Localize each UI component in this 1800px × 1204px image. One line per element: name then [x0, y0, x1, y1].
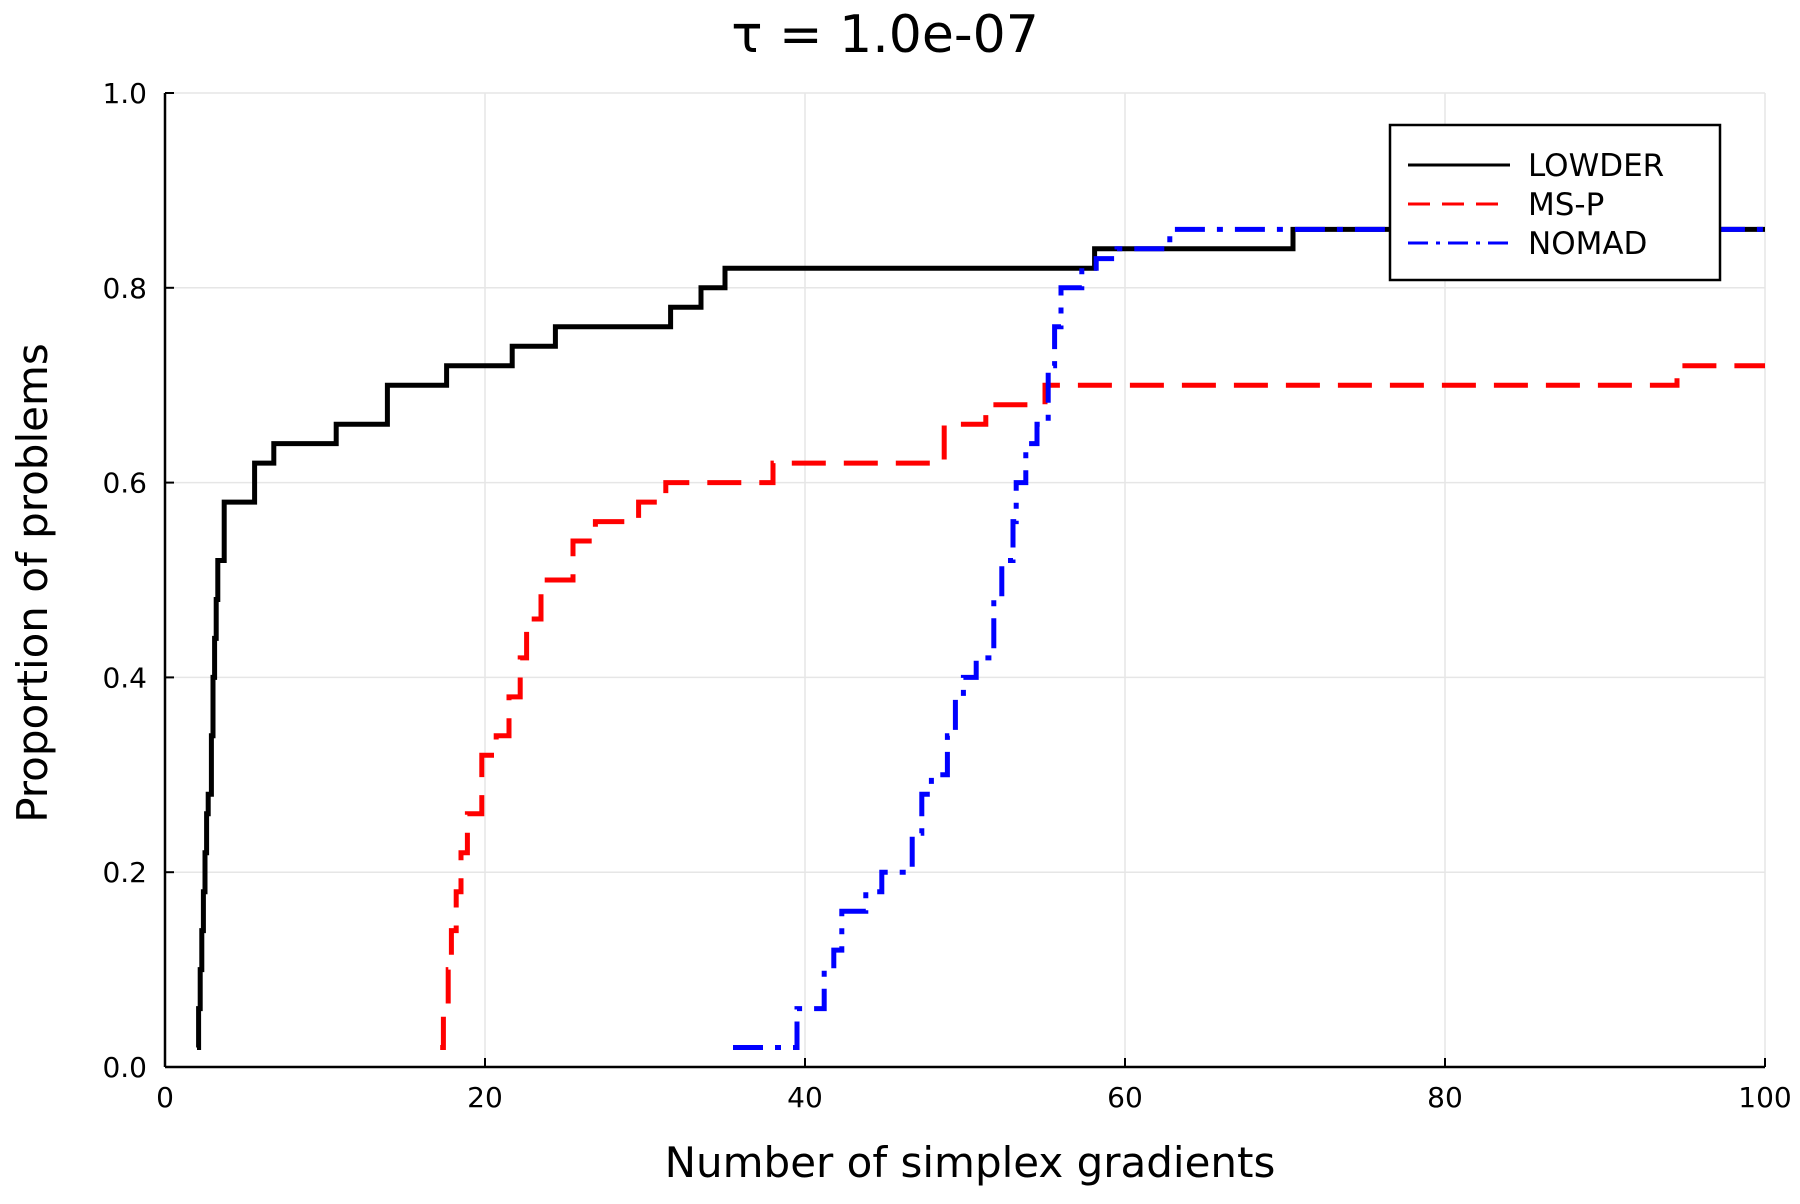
- y-tick-label: 0.6: [102, 467, 147, 500]
- y-axis-title: Proportion of problems: [8, 343, 57, 823]
- chart-title: τ = 1.0e-07: [731, 5, 1039, 65]
- series-lines: [196, 226, 1765, 1050]
- x-tick-label: 0: [156, 1081, 174, 1114]
- axes: 0 20 40 60 80 100 0.0 0.2 0.4 0.6 0.8 1.0: [102, 77, 1791, 1114]
- x-tick-label: 80: [1427, 1081, 1463, 1114]
- legend-label-nomad: NOMAD: [1528, 226, 1647, 262]
- y-tick-label: 1.0: [102, 77, 147, 110]
- x-tick-label: 60: [1107, 1081, 1143, 1114]
- x-axis-title: Number of simplex gradients: [665, 1138, 1276, 1187]
- x-tick-label: 20: [467, 1081, 503, 1114]
- y-tick-label: 0.2: [102, 856, 147, 889]
- series-line-ms-p: [440, 363, 1765, 1050]
- y-tick-label: 0.4: [102, 661, 147, 694]
- x-tick-label: 40: [787, 1081, 823, 1114]
- grid: [165, 92, 1766, 1067]
- y-tick-label: 0.0: [102, 1051, 147, 1084]
- x-tick-label: 100: [1738, 1081, 1791, 1114]
- y-tick-label: 0.8: [102, 272, 147, 305]
- series-line-lowder: [196, 226, 1765, 1050]
- series-line-nomad: [733, 226, 1765, 1050]
- legend-label-ms-p: MS-P: [1528, 187, 1604, 223]
- legend-label-lowder: LOWDER: [1528, 148, 1664, 184]
